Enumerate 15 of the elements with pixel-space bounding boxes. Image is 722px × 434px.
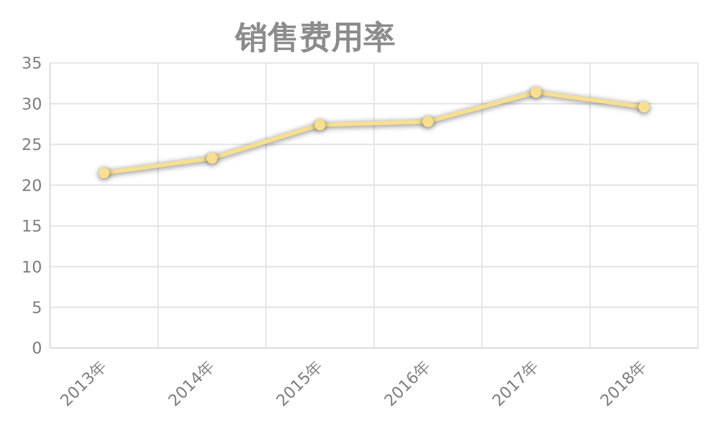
- y-tick-label: 5: [32, 298, 42, 317]
- y-tick-label: 0: [32, 338, 42, 358]
- y-tick-label: 30: [22, 94, 42, 114]
- point: [98, 167, 110, 178]
- point: [206, 152, 218, 164]
- point: [530, 86, 542, 98]
- y-tick-label: 25: [22, 135, 42, 154]
- point: [638, 101, 650, 112]
- chart-title: 销售费用率: [234, 17, 396, 58]
- y-tick-label: 15: [22, 216, 42, 236]
- point: [314, 119, 326, 130]
- y-tick-label: 35: [22, 54, 42, 73]
- y-tick-label: 10: [22, 257, 42, 276]
- y-tick-label: 20: [22, 176, 42, 195]
- point: [422, 116, 434, 128]
